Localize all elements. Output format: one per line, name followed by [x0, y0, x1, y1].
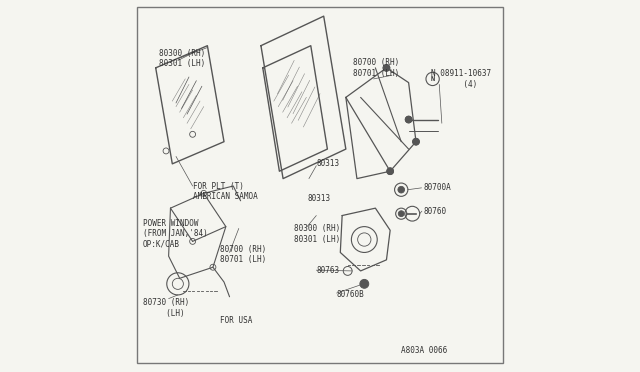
- Text: POWER WINDOW
(FROM JAN,'84)
OP:K/CAB: POWER WINDOW (FROM JAN,'84) OP:K/CAB: [143, 219, 207, 249]
- Circle shape: [387, 168, 394, 174]
- Text: A803A 0066: A803A 0066: [401, 346, 447, 355]
- Circle shape: [398, 186, 404, 193]
- Text: 80760B: 80760B: [337, 291, 364, 299]
- Text: 80300 (RH)
80301 (LH): 80300 (RH) 80301 (LH): [294, 224, 340, 244]
- Circle shape: [360, 279, 369, 288]
- Text: 80730 (RH)
     (LH): 80730 (RH) (LH): [143, 298, 189, 318]
- Text: 80700 (RH)
80701 (LH): 80700 (RH) 80701 (LH): [220, 245, 267, 264]
- Text: N: N: [431, 76, 435, 82]
- Text: FOR PLT (T)
AMERICAN SAMOA: FOR PLT (T) AMERICAN SAMOA: [193, 182, 257, 201]
- Text: 80300 (RH)
80301 (LH): 80300 (RH) 80301 (LH): [159, 49, 205, 68]
- Text: N 08911-10637
       (4): N 08911-10637 (4): [431, 69, 491, 89]
- Circle shape: [413, 138, 419, 145]
- Text: 80700A: 80700A: [424, 183, 451, 192]
- Text: 80760: 80760: [424, 207, 447, 217]
- Text: 80313: 80313: [316, 159, 339, 169]
- Circle shape: [398, 211, 404, 217]
- Text: FOR USA: FOR USA: [220, 316, 253, 325]
- Circle shape: [383, 64, 390, 71]
- Text: 80700 (RH)
80701 (LH): 80700 (RH) 80701 (LH): [353, 58, 399, 77]
- Text: 80763: 80763: [316, 266, 339, 275]
- Text: 80313: 80313: [307, 195, 330, 203]
- Circle shape: [405, 116, 412, 123]
